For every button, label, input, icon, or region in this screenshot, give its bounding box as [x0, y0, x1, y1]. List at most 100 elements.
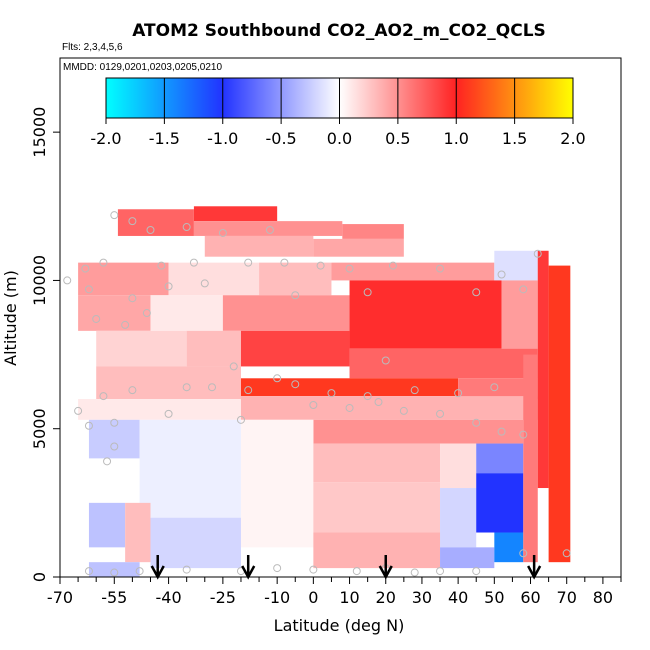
data-point	[519, 549, 528, 558]
heatmap-cell	[548, 265, 571, 563]
heatmap-cell	[150, 517, 241, 569]
data-point	[363, 288, 372, 297]
data-point	[472, 567, 481, 576]
data-point	[327, 389, 336, 398]
flight-arrows	[150, 555, 542, 580]
data-point	[291, 291, 300, 300]
arrow-head	[150, 565, 165, 580]
heatmap-cell	[240, 378, 459, 397]
data-point	[381, 356, 390, 365]
data-point	[142, 309, 151, 318]
data-point	[562, 549, 571, 558]
heatmap-cell	[259, 262, 332, 296]
x-tick-label: 20	[376, 588, 396, 607]
heatmap-cell	[523, 354, 538, 563]
data-point	[110, 568, 119, 577]
heatmap-cell	[476, 473, 524, 533]
data-point	[63, 276, 72, 285]
axes: -70 -55 -40 -25 -10 0 10 20 30 40 50 60 70 80 0 5000 100…	[30, 107, 622, 607]
data-point	[533, 249, 542, 258]
colorbar-tick-label: -1.0	[207, 129, 238, 148]
heatmap-cell	[476, 443, 524, 474]
data-point	[146, 226, 155, 235]
data-point	[135, 567, 144, 576]
colorbar-tick-label: -1.5	[149, 129, 180, 148]
heatmap-cell	[240, 396, 538, 420]
data-point	[352, 567, 361, 576]
data-point	[519, 285, 528, 294]
heatmap-cell	[139, 419, 241, 518]
data-point	[84, 421, 93, 430]
heatmap-cell	[117, 209, 194, 236]
data-point	[182, 383, 191, 392]
data-point	[236, 415, 245, 424]
y-tick-label: 15000	[30, 107, 49, 158]
colorbar-tick-label: -0.5	[266, 129, 297, 148]
heatmap-cell	[96, 366, 241, 400]
data-point	[345, 264, 354, 273]
data-point	[316, 261, 325, 270]
heatmap-cell	[240, 330, 350, 367]
heatmap-cell	[331, 262, 495, 281]
x-tick-label: 60	[520, 588, 540, 607]
data-point	[157, 261, 166, 270]
data-point	[490, 383, 499, 392]
x-tick-label: -10	[264, 588, 290, 607]
y-axis-label: Altitude (m)	[1, 270, 20, 366]
data-point	[99, 258, 108, 267]
arrow-head	[527, 565, 542, 580]
heatmap-cell	[240, 419, 314, 548]
data-point	[164, 409, 173, 418]
x-tick-label: -55	[101, 588, 127, 607]
colorbar-tick-label: 1.5	[502, 129, 527, 148]
data-point	[110, 442, 119, 451]
heatmap-cell	[537, 250, 549, 489]
heatmap-cell	[168, 262, 260, 296]
data-point	[454, 389, 463, 398]
heatmap-cells	[78, 206, 571, 577]
heatmap-cell	[494, 250, 538, 281]
data-point	[309, 400, 318, 409]
data-point	[374, 398, 383, 407]
colorbar-tick-label: 0.0	[327, 129, 352, 148]
heatmap-cell	[78, 262, 169, 296]
data-point	[84, 285, 93, 294]
x-tick-label: -70	[47, 588, 73, 607]
heatmap-cell	[88, 419, 140, 459]
data-point	[265, 226, 274, 235]
data-point	[81, 264, 90, 273]
x-tick-label: 50	[484, 588, 504, 607]
data-point	[182, 565, 191, 574]
heatmap-cell	[78, 399, 241, 420]
data-point	[92, 314, 101, 323]
y-tick-label: 5000	[30, 408, 49, 449]
x-tick-label: 80	[593, 588, 613, 607]
heatmap-cell	[440, 488, 477, 548]
data-point	[244, 258, 253, 267]
data-point	[363, 392, 372, 401]
data-point	[399, 406, 408, 415]
data-point	[110, 211, 119, 220]
x-axis-label: Latitude (deg N)	[274, 616, 405, 635]
data-point	[291, 380, 300, 389]
data-point	[436, 567, 445, 576]
heatmap-cell	[125, 502, 151, 563]
colorbar-tick-label: -2.0	[90, 129, 121, 148]
data-point	[182, 223, 191, 232]
data-point	[189, 258, 198, 267]
colorbar-tick-label: 1.0	[444, 129, 469, 148]
colorbar: -2.0 -1.5 -1.0 -0.5 0.0 0.5 1.0 1.5 2.0	[90, 77, 586, 148]
data-point	[410, 386, 419, 395]
heatmap-cell	[88, 562, 140, 577]
data-point	[121, 320, 130, 329]
data-point	[273, 564, 282, 573]
data-point	[497, 427, 506, 436]
data-point	[472, 288, 481, 297]
data-point	[229, 362, 238, 371]
heatmap-cell	[440, 443, 477, 489]
heatmap-cell	[313, 238, 404, 257]
heatmap-cell	[342, 224, 404, 239]
heatmap-cell	[193, 206, 278, 222]
heatmap-cell	[440, 547, 495, 569]
data-point	[519, 430, 528, 439]
